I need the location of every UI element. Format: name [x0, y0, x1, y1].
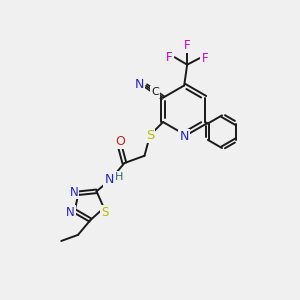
Text: N: N	[135, 78, 144, 91]
Text: F: F	[201, 52, 208, 65]
Text: N: N	[179, 130, 189, 142]
Text: H: H	[116, 172, 124, 182]
Text: C: C	[151, 87, 159, 97]
Text: N: N	[66, 206, 75, 219]
Text: F: F	[166, 51, 173, 64]
Text: S: S	[146, 129, 154, 142]
Text: N: N	[70, 185, 78, 199]
Text: O: O	[115, 135, 125, 148]
Text: N: N	[104, 173, 114, 186]
Text: F: F	[184, 40, 190, 52]
Text: S: S	[101, 206, 109, 219]
